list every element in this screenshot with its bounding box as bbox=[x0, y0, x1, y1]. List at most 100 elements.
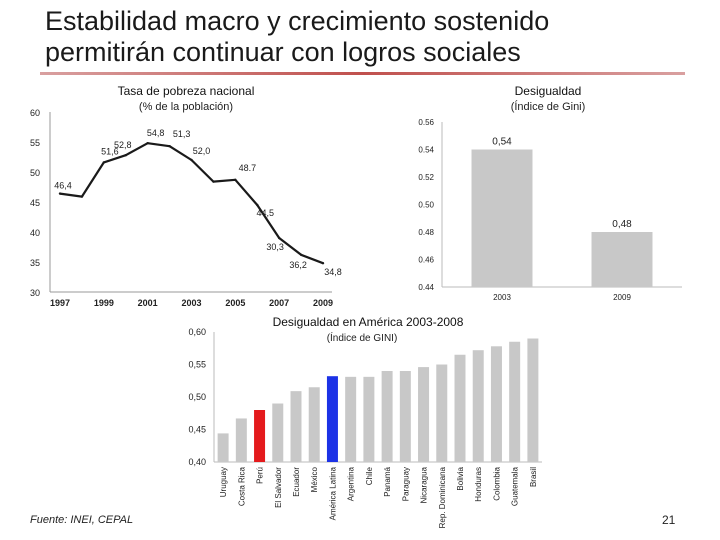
america-bar bbox=[454, 354, 466, 462]
america-bar bbox=[217, 433, 229, 462]
poverty-x-tick-label: 2005 bbox=[225, 298, 245, 308]
poverty-data-point bbox=[102, 161, 106, 164]
poverty-x-tick-label: 1999 bbox=[94, 298, 114, 308]
america-bar bbox=[326, 376, 338, 462]
america-y-tick-label: 0,45 bbox=[188, 425, 206, 435]
poverty-y-tick-label: 40 bbox=[30, 228, 40, 238]
america-x-tick-label: Panamá bbox=[383, 466, 392, 496]
america-y-tick-label: 0,55 bbox=[188, 360, 206, 370]
poverty-y-tick-label: 60 bbox=[30, 108, 40, 118]
poverty-data-label: 48.7 bbox=[239, 163, 257, 173]
gini-x-tick-label: 2009 bbox=[613, 293, 631, 302]
poverty-data-point bbox=[58, 192, 62, 195]
america-x-tick-label: Uruguay bbox=[219, 467, 228, 497]
america-bar bbox=[509, 341, 521, 462]
poverty-data-point bbox=[277, 236, 281, 240]
poverty-data-label: 54,8 bbox=[147, 128, 165, 138]
poverty-data-label: 44,5 bbox=[256, 208, 274, 218]
america-x-tick-label: Bolivia bbox=[456, 466, 465, 490]
gini-chart-title: Desigualdad bbox=[515, 84, 582, 98]
america-bar bbox=[399, 371, 411, 462]
america-x-tick-label: Perú bbox=[256, 467, 265, 484]
america-x-tick-label: Honduras bbox=[474, 467, 483, 502]
poverty-data-point bbox=[190, 158, 193, 162]
poverty-x-tick-label: 1997 bbox=[50, 298, 70, 308]
america-bar bbox=[436, 364, 448, 462]
america-x-tick-label: Costa Rica bbox=[237, 466, 246, 506]
title-underline bbox=[40, 72, 685, 75]
poverty-x-tick-label: 2007 bbox=[269, 298, 289, 308]
poverty-data-label: 34,8 bbox=[324, 267, 342, 277]
poverty-data-label: 51,6 bbox=[101, 146, 119, 156]
america-x-tick-label: Colombia bbox=[492, 466, 501, 500]
america-bar bbox=[272, 403, 284, 462]
america-bar bbox=[490, 346, 502, 462]
poverty-data-point bbox=[212, 180, 215, 183]
page-number: 21 bbox=[662, 513, 676, 527]
america-x-tick-label: Guatemala bbox=[511, 466, 520, 506]
slide-title-line-2: permitirán continuar con logros sociales bbox=[45, 37, 521, 67]
poverty-chart-title: Tasa de pobreza nacional bbox=[118, 84, 255, 98]
america-y-tick-label: 0,60 bbox=[188, 327, 206, 337]
gini-y-tick-label: 0.52 bbox=[418, 173, 434, 182]
poverty-y-tick-label: 45 bbox=[30, 198, 40, 208]
america-x-tick-label: El Salvador bbox=[274, 467, 283, 508]
poverty-data-label: 46,4 bbox=[54, 181, 72, 191]
america-x-tick-label: Chile bbox=[365, 466, 374, 485]
poverty-data-point bbox=[80, 195, 84, 198]
america-bar bbox=[254, 410, 266, 462]
slide-title: Estabilidad macro y crecimiento sostenid… bbox=[45, 6, 685, 68]
america-x-tick-label: Paraguay bbox=[401, 467, 410, 501]
poverty-x-tick-label: 2001 bbox=[138, 298, 158, 308]
poverty-y-tick-label: 50 bbox=[30, 168, 40, 178]
america-x-tick-label: Nicaragua bbox=[420, 466, 429, 503]
poverty-data-label: 30,3 bbox=[266, 242, 284, 252]
poverty-y-tick-label: 30 bbox=[30, 288, 40, 298]
america-x-tick-label: Ecuador bbox=[292, 467, 301, 497]
gini-y-tick-label: 0.56 bbox=[418, 118, 434, 127]
america-bar bbox=[235, 418, 247, 462]
poverty-data-point bbox=[168, 145, 171, 148]
poverty-data-point bbox=[146, 142, 149, 145]
source-note: Fuente: INEI, CEPAL bbox=[30, 514, 134, 526]
america-chart-subtitle: (Índice de GINI) bbox=[327, 331, 398, 344]
america-x-tick-label: Rep. Dominicana bbox=[438, 466, 447, 528]
poverty-data-label: 51,3 bbox=[173, 129, 191, 139]
america-bar bbox=[290, 391, 302, 462]
slide-title-line-1: Estabilidad macro y crecimiento sostenid… bbox=[45, 6, 550, 36]
america-bar bbox=[363, 376, 375, 462]
gini-data-label: 0,48 bbox=[612, 219, 632, 230]
poverty-y-tick-label: 55 bbox=[30, 138, 40, 148]
poverty-x-tick-label: 2009 bbox=[313, 298, 333, 308]
america-bar bbox=[345, 376, 357, 462]
america-bar bbox=[472, 350, 484, 462]
poverty-data-point bbox=[321, 262, 325, 265]
america-bar bbox=[308, 387, 320, 462]
gini-y-tick-label: 0.48 bbox=[418, 228, 434, 237]
america-bar bbox=[381, 371, 393, 462]
america-x-tick-label: México bbox=[310, 466, 319, 492]
america-x-tick-label: América Latina bbox=[328, 466, 337, 520]
poverty-chart-subtitle: (% de la población) bbox=[139, 101, 233, 113]
poverty-data-point bbox=[234, 178, 237, 181]
america-x-tick-label: Brasil bbox=[529, 467, 538, 487]
america-bar bbox=[418, 367, 430, 462]
poverty-x-tick-label: 2003 bbox=[181, 298, 201, 308]
poverty-data-label: 52,8 bbox=[114, 140, 132, 150]
poverty-data-label: 36,2 bbox=[289, 260, 307, 270]
gini-y-tick-label: 0.54 bbox=[418, 146, 434, 155]
gini-data-label: 0,54 bbox=[492, 137, 512, 148]
poverty-data-point bbox=[124, 154, 127, 157]
poverty-data-label: 52,0 bbox=[193, 146, 211, 156]
america-y-tick-label: 0,50 bbox=[188, 392, 206, 402]
america-x-tick-label: Argentina bbox=[347, 466, 356, 501]
gini-bar bbox=[471, 149, 533, 287]
america-bar bbox=[527, 338, 539, 462]
gini-y-tick-label: 0.44 bbox=[418, 283, 434, 292]
gini-y-tick-label: 0.50 bbox=[418, 201, 434, 210]
gini-chart-subtitle: (Índice de Gini) bbox=[511, 100, 586, 113]
gini-x-tick-label: 2003 bbox=[493, 293, 511, 302]
